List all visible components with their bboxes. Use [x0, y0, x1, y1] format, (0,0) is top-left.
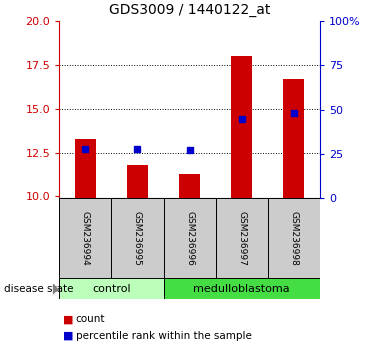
Bar: [59, 198, 111, 278]
Bar: [164, 278, 320, 299]
Bar: [59, 278, 164, 299]
Text: GSM236995: GSM236995: [133, 211, 142, 266]
Text: disease state: disease state: [4, 284, 73, 294]
Bar: [283, 79, 304, 198]
Text: GSM236994: GSM236994: [81, 211, 90, 266]
Text: control: control: [92, 284, 131, 293]
Polygon shape: [53, 284, 59, 295]
Bar: [231, 56, 252, 198]
Bar: [75, 139, 96, 198]
Bar: [127, 165, 148, 198]
Bar: [179, 174, 200, 198]
Text: ■: ■: [63, 331, 74, 341]
Text: ■: ■: [63, 314, 74, 324]
Bar: [164, 198, 216, 278]
Text: GSM236998: GSM236998: [289, 211, 298, 266]
Bar: [216, 198, 268, 278]
Text: GSM236996: GSM236996: [185, 211, 194, 266]
Text: percentile rank within the sample: percentile rank within the sample: [76, 331, 252, 341]
Bar: [268, 198, 320, 278]
Text: count: count: [76, 314, 105, 324]
Title: GDS3009 / 1440122_at: GDS3009 / 1440122_at: [109, 4, 270, 17]
Bar: [111, 198, 164, 278]
Text: GSM236997: GSM236997: [237, 211, 246, 266]
Text: medulloblastoma: medulloblastoma: [193, 284, 290, 293]
